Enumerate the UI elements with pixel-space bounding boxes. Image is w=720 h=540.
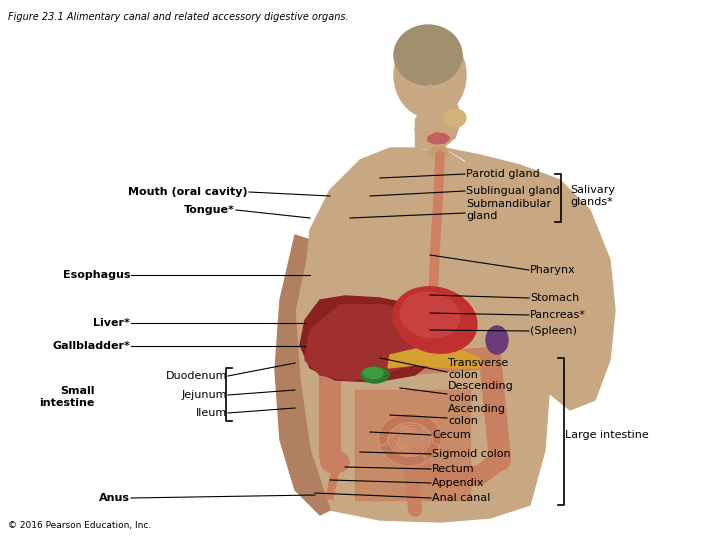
Ellipse shape — [486, 326, 508, 354]
Polygon shape — [305, 148, 420, 390]
Text: Salivary
glands*: Salivary glands* — [570, 185, 615, 207]
Text: Pancreas*: Pancreas* — [530, 310, 586, 320]
Text: Large intestine: Large intestine — [565, 430, 649, 440]
Text: Transverse
colon: Transverse colon — [448, 358, 508, 380]
Text: Submandibular
gland: Submandibular gland — [466, 199, 551, 221]
Ellipse shape — [321, 451, 349, 473]
Polygon shape — [428, 133, 450, 144]
Text: Anus: Anus — [99, 493, 130, 503]
Text: Stomach: Stomach — [530, 293, 580, 303]
Ellipse shape — [444, 109, 466, 127]
Polygon shape — [415, 85, 462, 148]
Text: Figure 23.1 Alimentary canal and related accessory digestive organs.: Figure 23.1 Alimentary canal and related… — [8, 12, 348, 22]
Text: Duodenum: Duodenum — [166, 371, 227, 381]
Text: Sublingual gland: Sublingual gland — [466, 186, 559, 196]
Text: Cecum: Cecum — [432, 430, 471, 440]
Text: Small
intestine: Small intestine — [40, 386, 95, 408]
Text: Esophagus: Esophagus — [63, 270, 130, 280]
Text: Ascending
colon: Ascending colon — [448, 404, 506, 426]
Polygon shape — [415, 118, 445, 148]
Text: Liver*: Liver* — [93, 318, 130, 328]
Ellipse shape — [424, 130, 452, 146]
Text: Appendix: Appendix — [432, 478, 485, 488]
Ellipse shape — [394, 32, 466, 118]
Polygon shape — [275, 235, 330, 515]
Polygon shape — [388, 348, 480, 368]
Polygon shape — [445, 148, 615, 410]
Text: Descending
colon: Descending colon — [448, 381, 514, 403]
Text: Anal canal: Anal canal — [432, 493, 490, 503]
Text: Mouth (oral cavity): Mouth (oral cavity) — [128, 187, 248, 197]
Polygon shape — [305, 305, 430, 380]
Ellipse shape — [400, 292, 460, 338]
Text: Pharynx: Pharynx — [530, 265, 576, 275]
Text: © 2016 Pearson Education, Inc.: © 2016 Pearson Education, Inc. — [8, 521, 151, 530]
Ellipse shape — [394, 25, 462, 85]
Text: Ileum: Ileum — [196, 408, 227, 418]
Ellipse shape — [361, 367, 389, 383]
Text: Rectum: Rectum — [432, 464, 474, 474]
Text: Jejunum: Jejunum — [181, 390, 227, 400]
Ellipse shape — [428, 147, 448, 157]
Polygon shape — [295, 150, 550, 522]
Text: (Spleen): (Spleen) — [530, 326, 577, 336]
Text: Parotid gland: Parotid gland — [466, 169, 540, 179]
Ellipse shape — [363, 368, 383, 379]
Ellipse shape — [393, 287, 477, 353]
Text: Sigmoid colon: Sigmoid colon — [432, 449, 510, 459]
Text: Tongue*: Tongue* — [184, 205, 235, 215]
Text: Gallbladder*: Gallbladder* — [52, 341, 130, 351]
Polygon shape — [300, 296, 440, 382]
